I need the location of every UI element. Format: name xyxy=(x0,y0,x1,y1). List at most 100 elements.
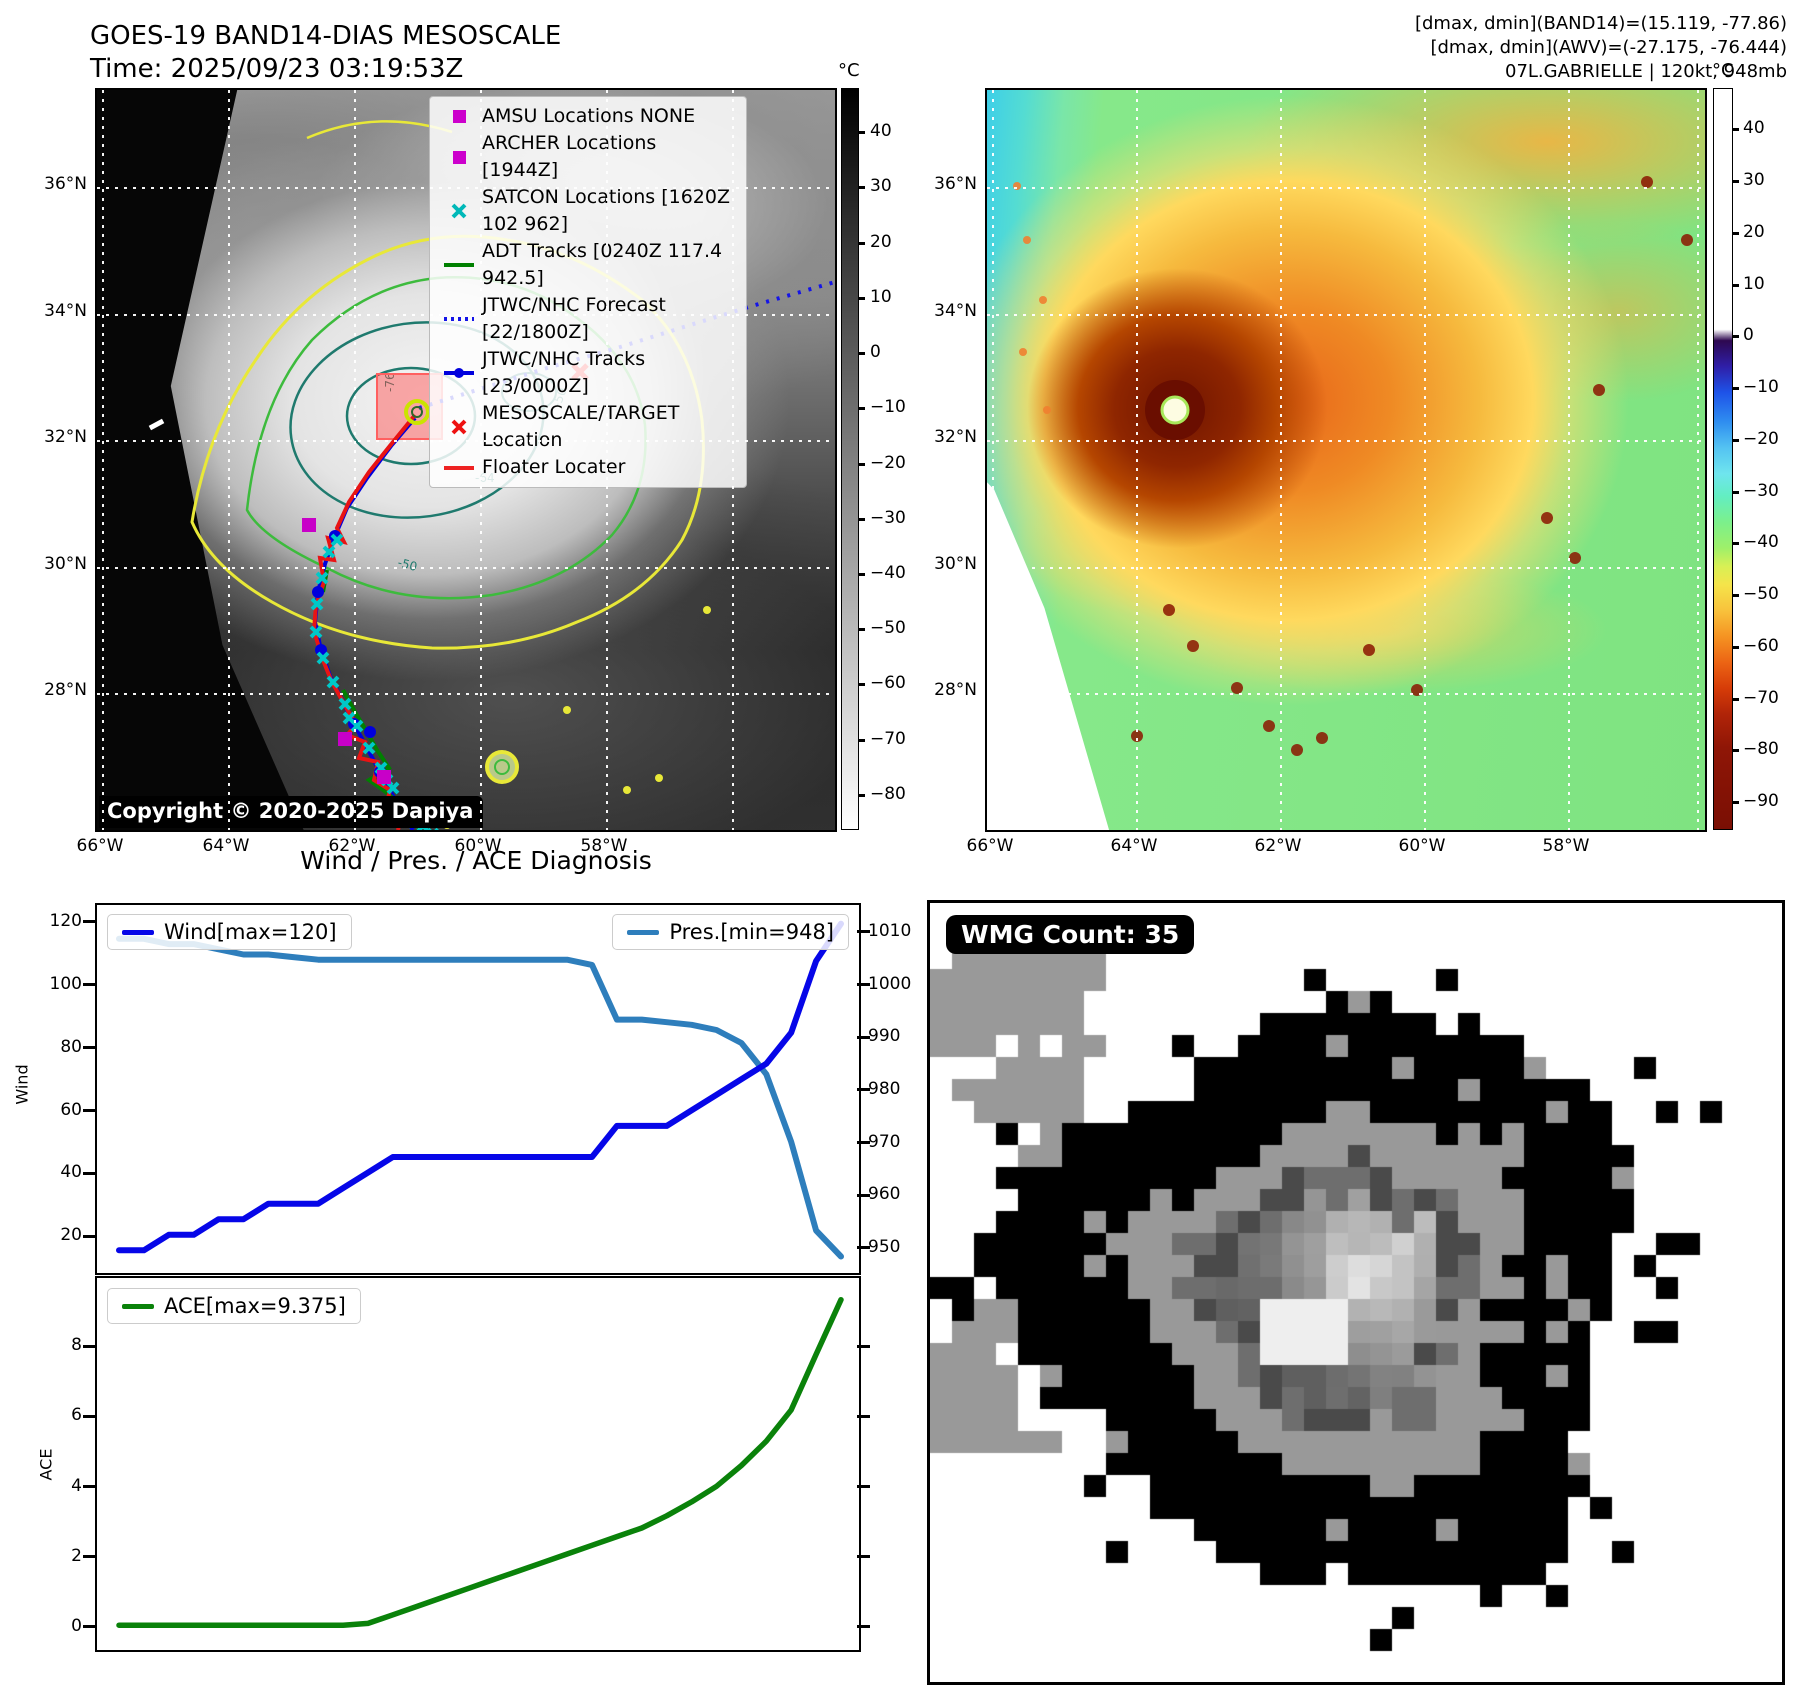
colorbar-tick xyxy=(1732,542,1739,546)
pressure-line-sample xyxy=(627,929,660,935)
colorbar-tick-label: 30 xyxy=(870,176,892,197)
colorbar-tick-label: −40 xyxy=(1743,532,1779,553)
axis-tick-mark xyxy=(83,1344,96,1348)
colorbar-tick-label: 0 xyxy=(870,342,881,363)
axis-tick-mark xyxy=(83,1625,96,1629)
line-dot-icon xyxy=(444,368,474,378)
grid-line xyxy=(1424,90,1426,830)
map-legend: AMSU Locations NONE ARCHER Locations [194… xyxy=(429,96,747,488)
square-legend-marker xyxy=(436,110,482,123)
pressure-legend: Pres.[min=948] xyxy=(612,914,849,950)
dmax-dmin-band14: [dmax, dmin](BAND14)=(15.119, -77.86) xyxy=(1414,13,1787,34)
page-title: GOES-19 BAND14-DIAS MESOSCALE xyxy=(90,21,562,51)
grid-line xyxy=(1136,90,1138,830)
legend-item: ADT Tracks [0240Z 117.4 942.5] xyxy=(436,238,738,292)
eye-speckles-overlay xyxy=(1013,176,1693,756)
colorbar-tick xyxy=(858,683,865,687)
colorbar-tick xyxy=(1732,645,1739,649)
dotted-legend-marker xyxy=(436,317,482,321)
timestamp: Time: 2025/09/23 03:19:53Z xyxy=(90,54,464,84)
axis-tick-mark xyxy=(857,1141,870,1145)
colorbar-tick xyxy=(858,462,865,466)
axis-tick-mark xyxy=(857,1088,870,1092)
grid-line xyxy=(1697,90,1699,830)
lat-tick-label: 36°N xyxy=(44,174,87,194)
pressure-legend-label: Pres.[min=948] xyxy=(669,920,834,944)
axis-tick-label: 970 xyxy=(868,1131,901,1152)
colorbar-tick-label: −50 xyxy=(1743,584,1779,605)
colorbar-tick xyxy=(858,738,865,742)
color-ir-imagery xyxy=(987,90,1705,830)
axis-tick-label: 40 xyxy=(60,1162,82,1183)
line-dot-legend-marker xyxy=(436,368,482,378)
ace-line-sample xyxy=(122,1303,154,1309)
line-legend-marker xyxy=(436,465,482,470)
axis-tick-mark xyxy=(857,1414,870,1418)
lat-tick-label: 34°N xyxy=(934,301,977,321)
square-icon xyxy=(452,110,466,123)
axis-tick-mark xyxy=(83,983,96,987)
colorbar-tick-label: 0 xyxy=(1743,325,1754,346)
colorbar-tick-label: 10 xyxy=(1743,273,1765,294)
storm-intensity-label: 07L.GABRIELLE | 120kt, 948mb xyxy=(1505,61,1787,82)
colorbar-tick xyxy=(858,517,865,521)
colorbar-tick xyxy=(1732,335,1739,339)
axis-tick-label: 100 xyxy=(49,973,82,994)
colorbar-tick-label: −80 xyxy=(1743,739,1779,760)
lon-tick-label: 58°W xyxy=(1542,836,1590,856)
axis-tick-mark xyxy=(857,1193,870,1197)
grid-line xyxy=(732,90,734,830)
legend-item: Floater Locater xyxy=(436,454,738,481)
grayscale-colorbar xyxy=(841,88,859,830)
axis-tick-label: 0 xyxy=(71,1615,82,1636)
grid-line xyxy=(97,314,835,316)
ir-colorbar xyxy=(1713,88,1733,830)
axis-tick-mark xyxy=(857,1035,870,1039)
axis-tick-label: 960 xyxy=(868,1184,901,1205)
header-left: GOES-19 BAND14-DIAS MESOSCALE Time: 2025… xyxy=(90,20,561,86)
color-ir-map xyxy=(985,88,1707,832)
lat-tick-label: 28°N xyxy=(934,680,977,700)
ace-line xyxy=(116,1296,844,1628)
lat-tick-label: 34°N xyxy=(44,301,87,321)
grid-line xyxy=(97,567,835,569)
wind-line-sample xyxy=(122,929,154,935)
grid-line xyxy=(987,693,1705,695)
grid-line xyxy=(992,90,994,830)
legend-item-label: ADT Tracks [0240Z 117.4 942.5] xyxy=(482,240,723,289)
grid-line xyxy=(102,90,104,830)
colorbar-tick-label: 40 xyxy=(870,121,892,142)
lon-tick-label: 62°W xyxy=(328,836,376,856)
colorbar-tick-label: −90 xyxy=(1743,791,1779,812)
grid-line xyxy=(1568,90,1570,830)
lon-tick-label: 64°W xyxy=(202,836,250,856)
axis-tick-mark xyxy=(857,1625,870,1629)
colorbar-tick-label: −40 xyxy=(870,562,906,583)
colorbar-tick xyxy=(858,628,865,632)
lat-tick-label: 28°N xyxy=(44,680,87,700)
grid-line xyxy=(987,440,1705,442)
legend-item: JTWC/NHC Tracks [23/0000Z] xyxy=(436,346,738,400)
axis-tick-mark xyxy=(83,1414,96,1418)
colorbar-tick-label: −10 xyxy=(870,397,906,418)
legend-item: ARCHER Locations [1944Z] xyxy=(436,130,738,184)
colorbar-tick xyxy=(858,793,865,797)
colorbar-tick-label: −60 xyxy=(1743,635,1779,656)
lat-tick-label: 32°N xyxy=(934,427,977,447)
grid-line xyxy=(987,314,1705,316)
axis-tick-mark xyxy=(857,983,870,987)
wmg-pixel-panel: WMG Count: 35 xyxy=(927,900,1785,1685)
grid-line xyxy=(987,187,1705,189)
axis-tick-mark xyxy=(83,920,96,924)
dot xyxy=(454,368,464,378)
lat-tick-label: 30°N xyxy=(934,554,977,574)
lat-tick-label: 36°N xyxy=(934,174,977,194)
colorbar-tick-label: 40 xyxy=(1743,118,1765,139)
colorbar-tick-label: −50 xyxy=(870,618,906,639)
wind-legend: Wind[max=120] xyxy=(107,914,352,950)
copyright-label: Copyright © 2020-2025 Dapiya xyxy=(99,796,484,828)
chart-title: Wind / Pres. / ACE Diagnosis xyxy=(300,846,652,875)
lon-tick-label: 60°W xyxy=(454,836,502,856)
